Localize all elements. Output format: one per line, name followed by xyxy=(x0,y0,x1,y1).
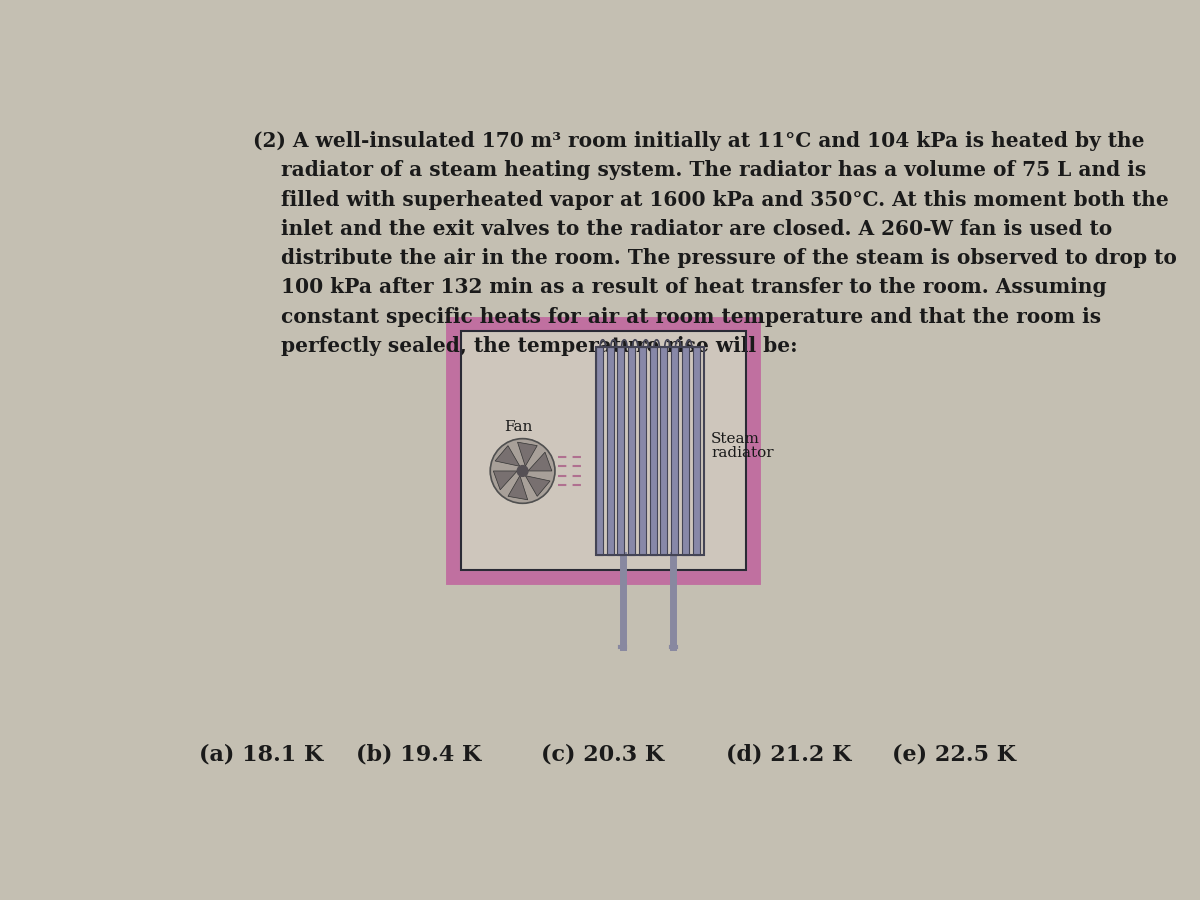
Polygon shape xyxy=(526,475,550,496)
Text: (b) 19.4 K: (b) 19.4 K xyxy=(356,743,481,766)
Text: distribute the air in the room. The pressure of the steam is observed to drop to: distribute the air in the room. The pres… xyxy=(253,248,1177,268)
Text: inlet and the exit valves to the radiator are closed. A 260-W fan is used to: inlet and the exit valves to the radiato… xyxy=(253,219,1112,238)
Text: (a) 18.1 K: (a) 18.1 K xyxy=(199,743,324,766)
Bar xyxy=(660,346,667,554)
Bar xyxy=(606,346,613,554)
Text: (2) A well-insulated 170 m³ room initially at 11°C and 104 kPa is heated by the: (2) A well-insulated 170 m³ room initial… xyxy=(253,131,1145,151)
Bar xyxy=(595,346,703,554)
Bar xyxy=(461,331,746,570)
Bar xyxy=(692,346,700,554)
Circle shape xyxy=(491,438,554,503)
Text: (e) 22.5 K: (e) 22.5 K xyxy=(893,743,1016,766)
Text: perfectly sealed, the temperature rise will be:: perfectly sealed, the temperature rise w… xyxy=(253,336,798,356)
Bar xyxy=(454,324,754,578)
Bar xyxy=(638,346,646,554)
Text: Fan: Fan xyxy=(504,420,533,434)
Text: (c) 20.3 K: (c) 20.3 K xyxy=(541,743,665,766)
Polygon shape xyxy=(528,452,552,471)
Polygon shape xyxy=(517,442,538,466)
Circle shape xyxy=(517,465,528,476)
Text: constant specific heats for air at room temperature and that the room is: constant specific heats for air at room … xyxy=(253,307,1102,327)
Text: filled with superheated vapor at 1600 kPa and 350°C. At this moment both the: filled with superheated vapor at 1600 kP… xyxy=(253,190,1169,210)
Text: Steam: Steam xyxy=(712,432,760,446)
Bar xyxy=(682,346,689,554)
Polygon shape xyxy=(493,471,517,490)
Text: 100 kPa after 132 min as a result of heat transfer to the room. Assuming: 100 kPa after 132 min as a result of hea… xyxy=(253,277,1106,297)
Polygon shape xyxy=(496,446,520,466)
Bar xyxy=(595,346,602,554)
Bar xyxy=(671,346,678,554)
Bar xyxy=(628,346,635,554)
Bar xyxy=(649,346,656,554)
Bar xyxy=(617,346,624,554)
Polygon shape xyxy=(508,475,528,500)
Text: radiator of a steam heating system. The radiator has a volume of 75 L and is: radiator of a steam heating system. The … xyxy=(253,160,1146,180)
Text: radiator: radiator xyxy=(712,446,774,460)
Text: (d) 21.2 K: (d) 21.2 K xyxy=(726,743,851,766)
